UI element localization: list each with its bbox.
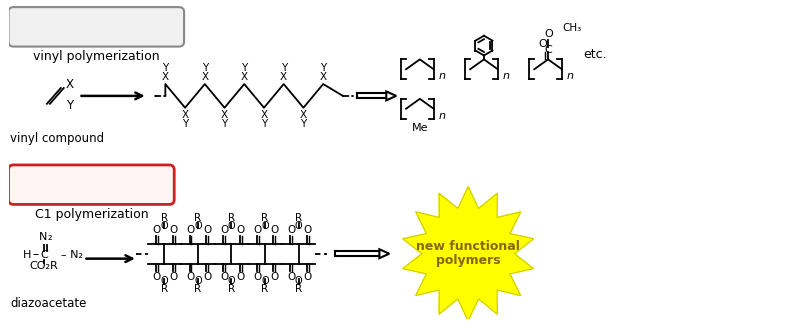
Text: R: R — [228, 213, 235, 223]
Text: O: O — [203, 273, 211, 282]
Text: C: C — [544, 45, 552, 55]
Text: n: n — [438, 71, 446, 81]
Text: O: O — [261, 276, 269, 286]
Text: O: O — [545, 29, 554, 39]
Text: polymers: polymers — [436, 254, 501, 267]
Text: diazoacetate: diazoacetate — [10, 297, 87, 309]
Text: O: O — [254, 225, 262, 235]
Text: Y: Y — [182, 118, 188, 128]
FancyBboxPatch shape — [9, 165, 174, 204]
Text: CH₃: CH₃ — [562, 23, 581, 33]
Text: Y: Y — [202, 63, 208, 73]
Text: X: X — [202, 72, 208, 82]
Text: Y: Y — [222, 118, 228, 128]
Text: R: R — [295, 284, 302, 294]
Text: n: n — [502, 71, 510, 81]
Text: O: O — [270, 225, 278, 235]
Text: n: n — [567, 71, 574, 81]
Text: O: O — [220, 273, 228, 282]
Text: R: R — [161, 213, 168, 223]
Text: O: O — [228, 276, 235, 286]
Text: O: O — [237, 225, 245, 235]
Text: X: X — [320, 72, 326, 82]
Text: Y: Y — [300, 118, 306, 128]
Text: O: O — [294, 221, 302, 231]
Text: O: O — [170, 273, 178, 282]
Text: O: O — [194, 276, 202, 286]
Text: O: O — [287, 273, 295, 282]
Text: n: n — [438, 111, 446, 121]
Text: O: O — [304, 225, 312, 235]
FancyBboxPatch shape — [9, 7, 184, 47]
Text: O: O — [294, 276, 302, 286]
Text: – N₂: – N₂ — [61, 250, 82, 260]
Text: O: O — [186, 225, 194, 235]
Text: etc.: etc. — [583, 48, 607, 61]
Text: Me: Me — [411, 124, 428, 134]
Text: vinyl polymerization: vinyl polymerization — [33, 50, 160, 63]
Text: C: C — [40, 250, 48, 260]
Text: vinyl compound: vinyl compound — [10, 132, 104, 145]
Text: Y: Y — [241, 63, 247, 73]
Text: X: X — [261, 110, 267, 120]
Text: R: R — [228, 284, 235, 294]
Polygon shape — [379, 249, 390, 258]
Text: H: H — [23, 250, 31, 260]
Text: X: X — [221, 110, 228, 120]
Text: O: O — [161, 221, 168, 231]
Text: R: R — [194, 213, 202, 223]
Polygon shape — [402, 187, 534, 321]
Text: O: O — [538, 39, 547, 48]
Text: new functional: new functional — [416, 240, 520, 253]
Text: O: O — [220, 225, 228, 235]
Text: –: – — [32, 248, 38, 261]
Text: O: O — [270, 273, 278, 282]
Text: X: X — [162, 72, 169, 82]
Text: R: R — [295, 213, 302, 223]
Text: Y: Y — [320, 63, 326, 73]
Text: O: O — [237, 273, 245, 282]
Text: O: O — [153, 225, 161, 235]
Text: R: R — [161, 284, 168, 294]
Text: X: X — [182, 110, 189, 120]
Text: X: X — [66, 78, 74, 91]
Text: Y: Y — [66, 99, 73, 112]
Text: R: R — [262, 213, 269, 223]
Text: O: O — [228, 221, 235, 231]
Text: O: O — [304, 273, 312, 282]
Text: X: X — [280, 72, 287, 82]
Text: X: X — [300, 110, 307, 120]
Text: Y: Y — [261, 118, 267, 128]
Text: O: O — [170, 225, 178, 235]
Polygon shape — [386, 91, 396, 100]
Text: Y: Y — [281, 63, 287, 73]
Text: X: X — [241, 72, 248, 82]
Text: R: R — [262, 284, 269, 294]
Text: O: O — [161, 276, 168, 286]
Text: ₂: ₂ — [48, 232, 52, 242]
Text: O: O — [186, 273, 194, 282]
Text: O: O — [153, 273, 161, 282]
Text: CO₂R: CO₂R — [30, 261, 58, 271]
Text: C1 polymerization: C1 polymerization — [34, 208, 148, 221]
Text: Y: Y — [162, 63, 169, 73]
Text: N: N — [39, 232, 47, 242]
Text: O: O — [261, 221, 269, 231]
Text: R: R — [194, 284, 202, 294]
Text: O: O — [287, 225, 295, 235]
Text: O: O — [194, 221, 202, 231]
Text: O: O — [254, 273, 262, 282]
Text: O: O — [203, 225, 211, 235]
